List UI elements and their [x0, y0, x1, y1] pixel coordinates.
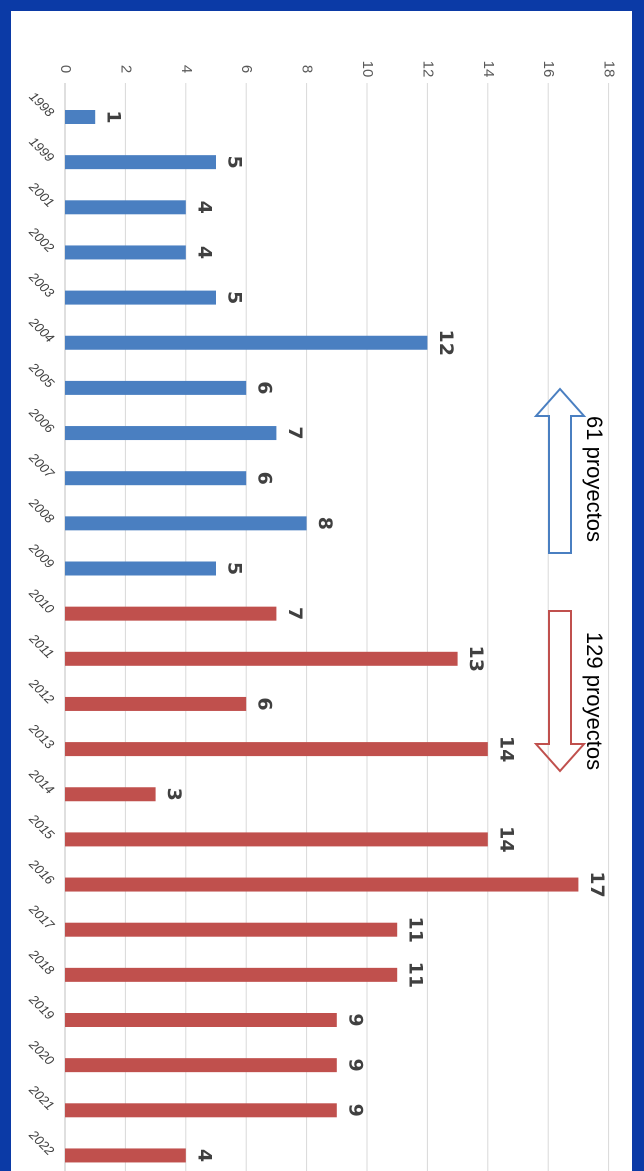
annotation-text: 61 proyectos	[582, 416, 607, 542]
category-label: 2008	[26, 494, 58, 526]
bar-value-label: 11	[405, 962, 427, 988]
bar	[65, 380, 247, 395]
category-label: 2002	[26, 223, 58, 255]
value-tick-label: 6	[238, 65, 255, 73]
bar	[65, 335, 428, 350]
category-label: 2010	[26, 585, 58, 617]
bar	[65, 1013, 337, 1027]
category-label: 2007	[26, 449, 58, 481]
category-label: 2019	[26, 991, 58, 1023]
category-label: 2001	[26, 178, 58, 210]
bar	[65, 606, 277, 621]
bar-value-label: 4	[193, 1149, 215, 1162]
category-label: 2009	[26, 540, 58, 572]
value-tick-label: 0	[57, 65, 74, 73]
bar-value-label: 6	[254, 697, 276, 710]
bar-value-label: 4	[193, 201, 215, 214]
value-tick-label: 14	[480, 61, 497, 78]
category-label: 2021	[26, 1081, 58, 1113]
bar	[65, 787, 156, 802]
category-label: 1999	[26, 134, 57, 165]
bar-value-label: 14	[495, 826, 517, 852]
bar	[65, 426, 277, 441]
bar	[65, 561, 216, 576]
value-tick-label: 18	[601, 61, 618, 78]
bar	[65, 696, 247, 711]
category-label: 2015	[26, 810, 58, 842]
category-label: 2022	[26, 1126, 58, 1158]
bar-value-label: 5	[224, 156, 246, 169]
bar-value-label: 12	[435, 330, 457, 356]
bar-value-label: 5	[224, 291, 246, 304]
bar-value-label: 6	[254, 472, 276, 485]
value-tick-label: 12	[419, 61, 436, 78]
bar	[65, 516, 307, 531]
bar-value-label: 3	[163, 788, 185, 801]
value-tick-label: 4	[178, 65, 195, 73]
bar-value-label: 9	[344, 1059, 366, 1072]
bar	[65, 1148, 186, 1163]
bar	[65, 155, 216, 170]
bar-value-label: 11	[405, 916, 427, 942]
category-label: 2018	[26, 946, 58, 978]
bar	[65, 651, 458, 666]
category-label: 2005	[26, 359, 58, 391]
bar	[65, 290, 216, 305]
category-label: 2011	[26, 630, 57, 661]
category-label: 2016	[26, 856, 58, 888]
category-label: 2003	[26, 269, 58, 301]
bar	[65, 742, 488, 757]
bar-value-label: 17	[586, 871, 608, 897]
bar-value-label: 14	[495, 736, 517, 762]
chart-panel: 0 2 4 6 8 10 12 14 16 18 1 1998 5 1999 4 2001 4 2002 5 2003…	[11, 11, 632, 1171]
bar-value-label: 8	[314, 517, 336, 530]
bar-value-label: 5	[224, 562, 246, 575]
bar	[65, 245, 186, 260]
bar	[65, 200, 186, 215]
bar-value-label: 7	[284, 426, 306, 439]
category-label: 2004	[26, 314, 58, 346]
bar	[65, 922, 398, 937]
value-tick-label: 2	[117, 65, 134, 73]
bar-value-label: 9	[344, 1013, 366, 1026]
bar-value-label: 7	[284, 607, 306, 620]
bar-value-label: 9	[344, 1104, 366, 1117]
category-label: 2012	[26, 675, 58, 707]
category-label: 2014	[26, 765, 58, 797]
value-tick-label: 10	[359, 61, 376, 78]
bar	[65, 832, 488, 847]
bar	[65, 967, 398, 982]
value-tick-label: 16	[540, 61, 557, 78]
bar-value-label: 13	[465, 646, 487, 672]
category-label: 1998	[26, 89, 58, 121]
bar	[65, 471, 247, 486]
value-tick-label: 8	[299, 65, 316, 73]
category-label: 2020	[26, 1036, 58, 1068]
bar	[65, 1103, 337, 1118]
up-arrow-icon	[533, 387, 587, 554]
category-label: 2017	[26, 901, 58, 933]
bar	[65, 110, 96, 124]
category-label: 2013	[26, 720, 58, 752]
bar-value-label: 4	[193, 246, 215, 259]
category-label: 2006	[26, 404, 58, 436]
bar	[65, 1058, 337, 1073]
down-arrow-icon	[533, 610, 587, 773]
bar-chart: 0 2 4 6 8 10 12 14 16 181199851999420014200252003…	[26, 61, 618, 1171]
bar-value-label: 1	[103, 110, 125, 123]
bar	[65, 877, 579, 892]
bar-value-label: 6	[254, 381, 276, 394]
annotation-text: 129 proyectos	[582, 632, 607, 770]
